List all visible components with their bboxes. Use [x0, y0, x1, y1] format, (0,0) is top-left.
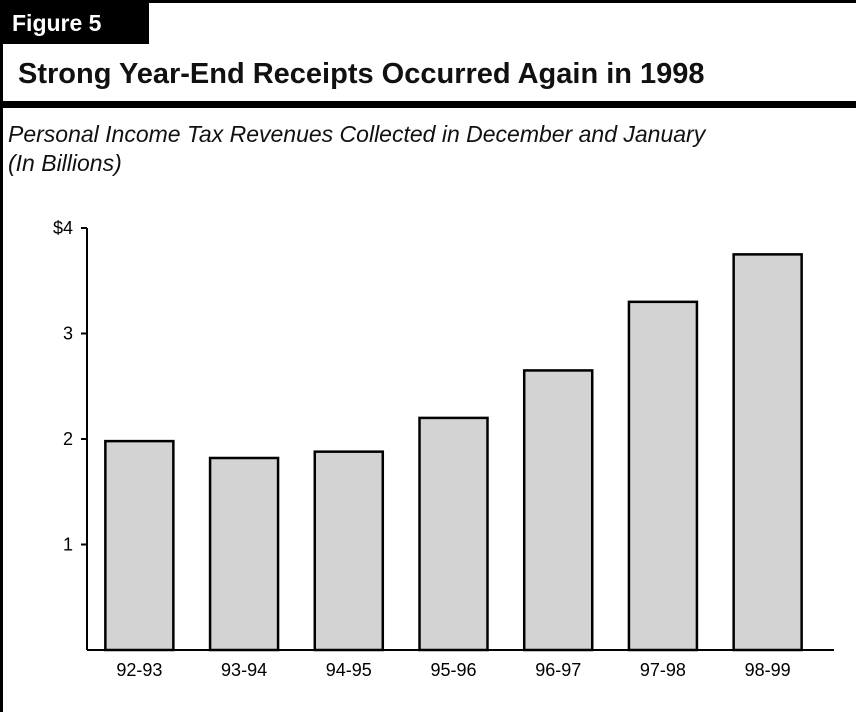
y-tick-label: $4	[53, 218, 73, 238]
y-tick-label: 1	[63, 535, 73, 555]
bar-92-93	[104, 439, 175, 652]
x-tick-label: 98-99	[745, 660, 791, 680]
x-tick-label: 95-96	[430, 660, 476, 680]
chart-subtitle: Personal Income Tax Revenues Collected i…	[8, 120, 705, 178]
bar-93-94	[208, 456, 280, 652]
bar-96-97	[522, 369, 594, 652]
x-tick-label: 96-97	[535, 660, 581, 680]
bar-95-96	[418, 416, 489, 652]
figure-title: Strong Year-End Receipts Occurred Again …	[18, 58, 705, 90]
y-tick-label: 2	[63, 429, 73, 449]
bar-97-98	[627, 300, 699, 652]
x-tick-label: 94-95	[326, 660, 372, 680]
x-tick-label: 93-94	[221, 660, 267, 680]
labels-group: 92-93 93-94 94-95 95-96 96-97 97-98 98-99 1 2 3 $4	[53, 218, 791, 680]
bar-98-99	[732, 253, 803, 652]
x-tick-label: 92-93	[116, 660, 162, 680]
bars-group	[104, 253, 803, 652]
title-divider	[3, 101, 856, 108]
subtitle-line-2: (In Billions)	[8, 150, 122, 176]
x-tick-label: 97-98	[640, 660, 686, 680]
axes-group	[81, 227, 834, 651]
y-tick-label: 3	[63, 324, 73, 344]
bar-94-95	[313, 450, 385, 652]
subtitle-line-1: Personal Income Tax Revenues Collected i…	[8, 121, 706, 147]
figure-label: Figure 5	[3, 3, 149, 44]
